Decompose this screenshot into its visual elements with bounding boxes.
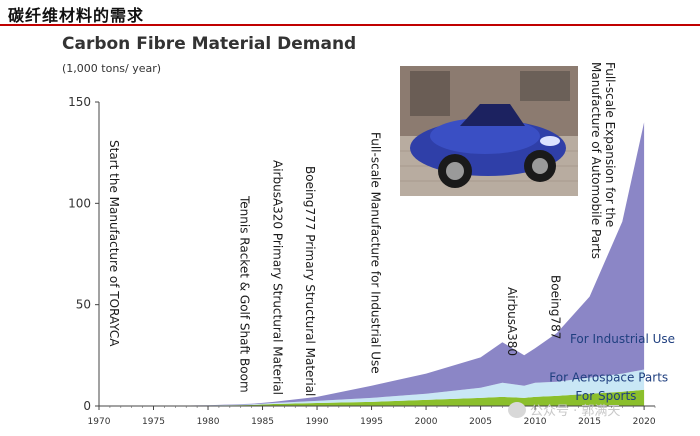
y-tick-label: 100 <box>68 196 91 210</box>
x-tick-label: 2000 <box>415 417 438 427</box>
legend-for-industrial-use: For Industrial Use <box>570 332 675 346</box>
car-photo <box>400 66 578 196</box>
x-tick-label: 1990 <box>306 417 329 427</box>
header-bar: 碳纤维材料的需求 <box>0 0 700 26</box>
legend-for-aerospace-parts: For Aerospace Parts <box>549 371 668 385</box>
annotation-airbusa320-primary-structural-material: AirbusA320 Primary Structural Material <box>270 160 284 395</box>
x-tick-label: 1980 <box>197 417 220 427</box>
x-tick-label: 2010 <box>524 417 547 427</box>
watermark: 公众号 · 郭满天 <box>508 400 620 419</box>
x-tick-label: 1995 <box>360 417 383 427</box>
x-tick-label: 2015 <box>578 417 601 427</box>
car-photo-image <box>400 66 578 196</box>
annotation-boeing787: Boeing787 <box>548 275 562 339</box>
annotation-automobile-line-2: Manufacture of Automobile Parts <box>589 62 603 259</box>
chart-units: (1,000 tons/ year) <box>62 62 162 75</box>
annotation-automobile-line-1: Full-scale Expansion for the <box>603 62 617 227</box>
header-title: 碳纤维材料的需求 <box>8 6 145 25</box>
watermark-text: 公众号 · 郭满天 <box>530 404 621 419</box>
legend-for-sports: For Sports <box>575 389 636 403</box>
area-series-for-sports <box>99 389 645 406</box>
wechat-icon <box>508 401 526 418</box>
y-tick-label: 0 <box>83 399 91 413</box>
annotation-airbusa380: AirbusA380 <box>505 287 519 356</box>
x-tick-label: 1970 <box>88 417 111 427</box>
annotation-boeing777-primary-structural-material: Boeing777 Primary Structural Material <box>303 166 317 396</box>
annotation-tennis-racket-golf-shaft-boom: Tennis Racket & Golf Shaft Boom <box>238 195 252 393</box>
x-tick-label: 2005 <box>469 417 492 427</box>
chart-title: Carbon Fibre Material Demand <box>62 34 357 54</box>
y-tick-label: 50 <box>76 298 91 312</box>
y-tick-label: 150 <box>68 95 91 109</box>
annotation-start-the-manufacture-of-torayca: Start the Manufacture of TORAYCA <box>107 140 121 347</box>
area-series-for-aerospace-parts <box>99 369 645 406</box>
x-tick-label: 1985 <box>251 417 274 427</box>
annotation-full-scale-manufacture-for-industrial-us: Full-scale Manufacture for Industrial Us… <box>369 132 383 374</box>
x-tick-label: 2020 <box>633 417 656 427</box>
x-tick-label: 1975 <box>142 417 165 427</box>
